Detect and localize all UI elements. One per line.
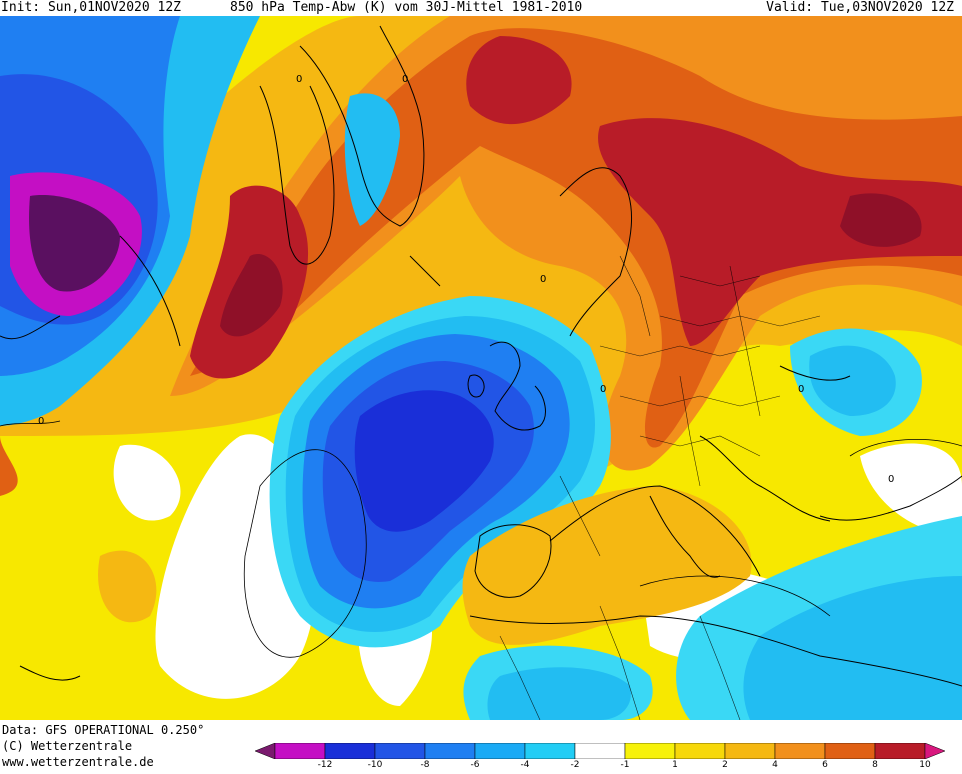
contour-label: 0 xyxy=(38,416,44,427)
header-bar: Init: Sun,01NOV2020 12Z 850 hPa Temp-Abw… xyxy=(0,0,962,16)
legend-swatch xyxy=(824,743,876,759)
near-zero-region xyxy=(860,443,962,536)
legend-swatch xyxy=(524,743,576,759)
warm-anomaly-region xyxy=(462,486,752,645)
map-title: 850 hPa Temp-Abw (K) vom 30J-Mittel 1981… xyxy=(230,0,583,15)
contour-label: 0 xyxy=(888,474,894,485)
legend-swatch xyxy=(724,743,776,759)
legend-swatch xyxy=(624,743,676,759)
cold-anomaly-region xyxy=(487,667,631,720)
legend-tick-label: 2 xyxy=(722,760,728,770)
legend-tick-label: -8 xyxy=(420,760,430,770)
cold-anomaly-region xyxy=(344,93,400,226)
legend-tick-label: 1 xyxy=(672,760,678,770)
contour-label: 0 xyxy=(600,384,606,395)
legend-tick-label: 4 xyxy=(772,760,778,770)
legend-tick-label: -2 xyxy=(570,760,580,770)
warm-anomaly-region xyxy=(98,550,157,623)
legend-tick-label: -10 xyxy=(367,760,383,770)
contour-label: 0 xyxy=(540,274,546,285)
footer: Data: GFS OPERATIONAL 0.250° (C) Wetterz… xyxy=(0,720,962,774)
legend-swatch xyxy=(424,743,476,759)
legend-arrow-low xyxy=(255,743,276,759)
country-borders xyxy=(499,255,821,720)
legend-tick-label: 6 xyxy=(822,760,828,770)
legend-swatch xyxy=(324,743,376,759)
valid-time-label: Valid: Tue,03NOV2020 12Z xyxy=(766,0,954,15)
website-label: www.wetterzentrale.de xyxy=(2,755,154,769)
warm-anomaly-region xyxy=(0,436,18,496)
contour-label: 0 xyxy=(798,384,804,395)
contour-label: 0 xyxy=(402,74,408,85)
warm-anomaly-region xyxy=(598,118,962,346)
color-legend: -12-10-8-6-4-2-1124681012 xyxy=(255,743,945,773)
cold-anomaly-region xyxy=(29,195,121,292)
temperature-anomaly-map: 0 0 0 0 0 0 0 xyxy=(0,16,962,720)
legend-tick-label: -6 xyxy=(470,760,480,770)
data-source-label: Data: GFS OPERATIONAL 0.250° xyxy=(2,723,205,737)
legend-arrow-high xyxy=(924,743,945,759)
legend-swatch xyxy=(574,743,626,759)
cold-anomaly-region xyxy=(809,345,896,416)
cold-anomaly-region xyxy=(743,576,962,720)
legend-swatch xyxy=(774,743,826,759)
legend-tick-label: 10 xyxy=(919,760,931,770)
legend-swatch xyxy=(874,743,926,759)
warm-anomaly-region xyxy=(466,36,572,125)
warm-anomaly-region xyxy=(840,193,922,247)
legend-tick-label: -12 xyxy=(317,760,333,770)
map-canvas: 0 0 0 0 0 0 0 xyxy=(0,16,962,720)
coastlines xyxy=(0,25,962,687)
legend-swatch xyxy=(374,743,426,759)
contour-label: 0 xyxy=(296,74,302,85)
legend-swatch xyxy=(274,743,326,759)
legend-tick-label: -4 xyxy=(520,760,530,770)
legend-tick-label: -1 xyxy=(620,760,630,770)
near-zero-region xyxy=(113,444,181,521)
legend-swatch xyxy=(674,743,726,759)
copyright-label: (C) Wetterzentrale xyxy=(2,739,133,753)
legend-swatch xyxy=(474,743,526,759)
legend-colorbar xyxy=(255,743,945,759)
legend-tick-label: 8 xyxy=(872,760,878,770)
cold-anomaly-region xyxy=(354,390,494,532)
warm-anomaly-region xyxy=(220,254,283,337)
init-time-label: Init: Sun,01NOV2020 12Z xyxy=(1,0,182,15)
zero-contour-lines xyxy=(0,420,962,658)
